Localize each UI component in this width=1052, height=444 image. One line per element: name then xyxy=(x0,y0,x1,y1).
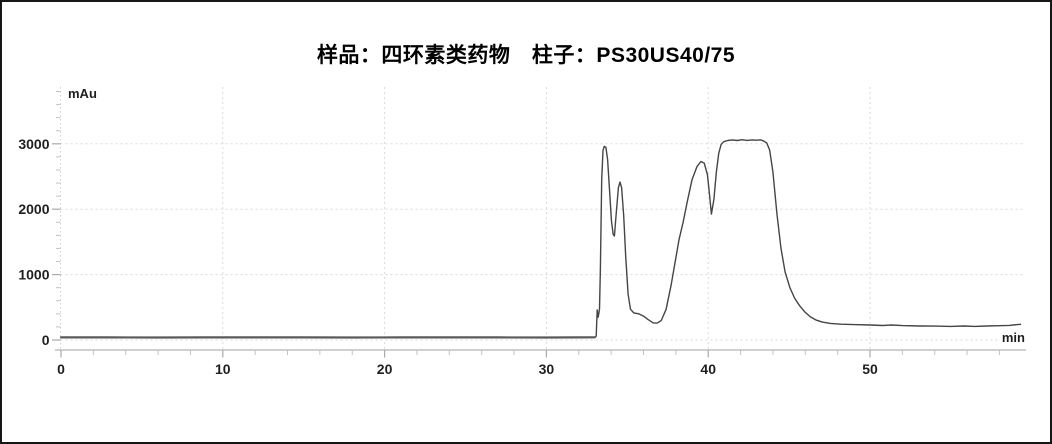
y-tick-labels: 0 1000 2000 3000 xyxy=(18,136,49,348)
y-tick-label: 1000 xyxy=(18,267,49,283)
y-tick-label: 3000 xyxy=(18,136,49,152)
chart-title: 样品：四环素类药物 柱子：PS30US40/75 xyxy=(316,44,736,67)
x-tick-label: 10 xyxy=(215,361,231,377)
gridlines xyxy=(60,87,1024,350)
x-tick-label: 40 xyxy=(700,361,716,377)
y-tick-label: 0 xyxy=(42,332,50,348)
y-axis-unit-label: mAu xyxy=(68,86,97,101)
axes xyxy=(55,87,1026,351)
tick-marks xyxy=(52,90,1000,358)
x-tick-labels: 0 10 20 30 40 50 xyxy=(57,361,878,377)
x-tick-label: 0 xyxy=(57,361,65,377)
x-axis-unit-label: min xyxy=(1002,330,1025,345)
y-tick-label: 2000 xyxy=(18,201,49,217)
trace-path xyxy=(60,139,1022,339)
x-tick-label: 30 xyxy=(539,361,555,377)
trace xyxy=(59,139,1022,339)
x-tick-label: 50 xyxy=(862,361,878,377)
x-tick-label: 20 xyxy=(377,361,393,377)
